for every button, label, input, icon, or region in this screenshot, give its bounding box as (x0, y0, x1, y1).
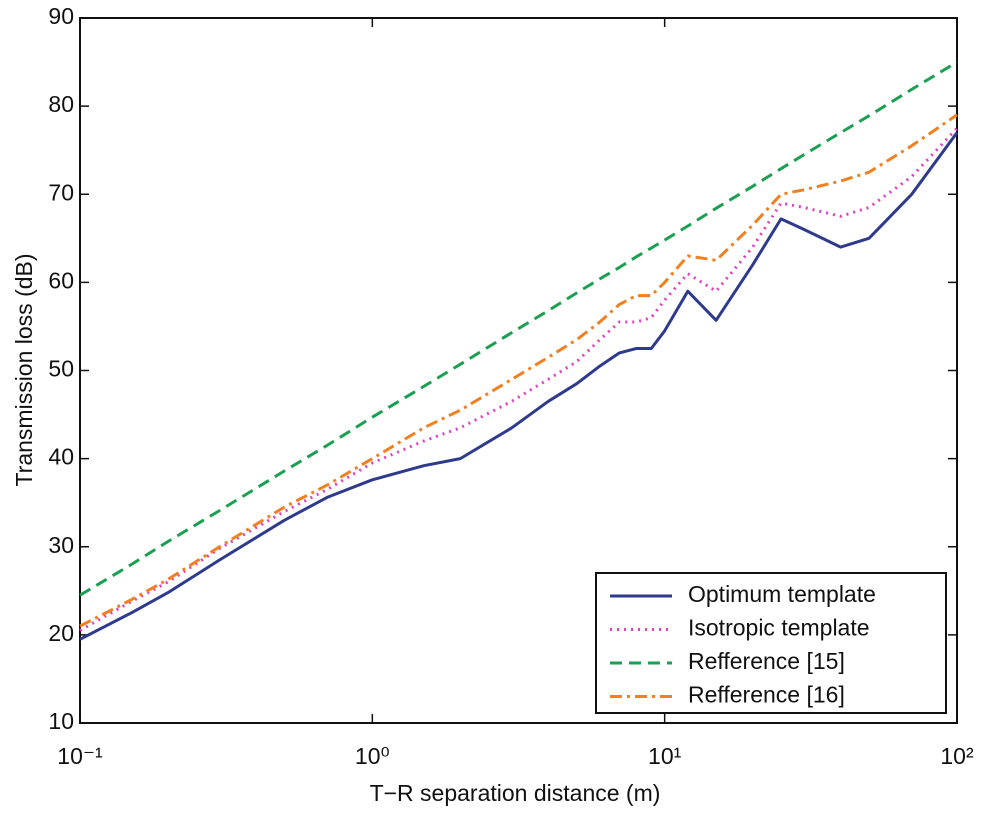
series-line (79, 127, 959, 632)
y-axis-label: Transmission loss (dB) (11, 253, 37, 486)
x-tick-label: 10⁻¹ (57, 743, 103, 769)
y-tick-label: 40 (48, 444, 74, 470)
legend-label: Refference [16] (688, 682, 845, 708)
y-tick-label: 50 (48, 356, 74, 382)
legend-label: Optimum template (688, 581, 876, 607)
y-tick-label: 70 (48, 179, 74, 205)
y-tick-label: 80 (48, 91, 74, 117)
legend: Optimum template Isotropic template Reffer… (595, 572, 947, 714)
legend-label: Refference [15] (688, 648, 845, 674)
x-tick-label: 10¹ (648, 743, 682, 769)
y-tick-label: 60 (48, 267, 74, 293)
x-axis-label: T−R separation distance (m) (370, 780, 661, 806)
y-tick-label: 30 (48, 532, 74, 558)
series-line (79, 113, 958, 628)
x-tick-label: 10² (940, 743, 974, 769)
series-line (79, 60, 958, 597)
x-tick-label: 10⁰ (355, 743, 390, 769)
series-line (79, 131, 959, 641)
y-tick-label: 90 (48, 3, 74, 29)
y-tick-label: 20 (48, 620, 74, 646)
legend-label: Isotropic template (688, 615, 870, 641)
y-tick-label: 10 (48, 708, 74, 734)
